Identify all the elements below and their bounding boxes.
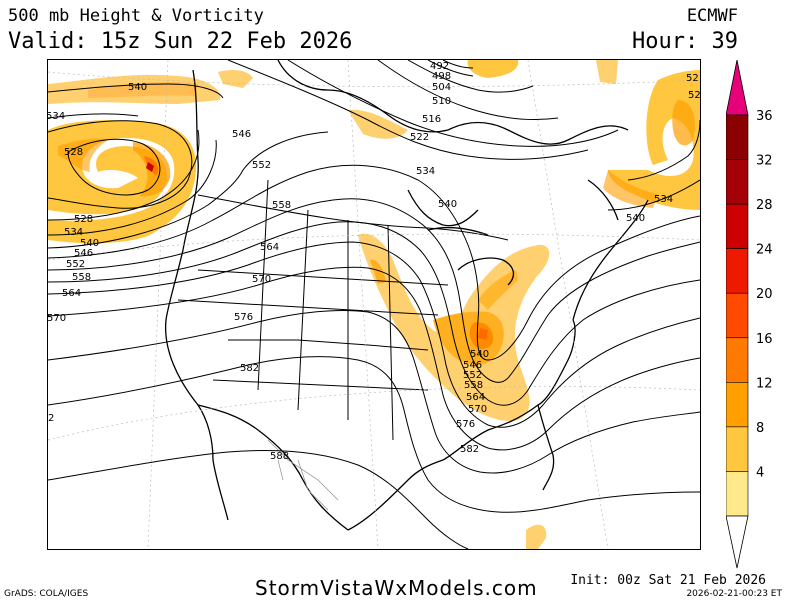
colorbar-band [726, 382, 749, 428]
colorbar-label: 12 [756, 376, 773, 391]
contour-label: 516 [422, 114, 441, 125]
contour-label: 570 [48, 313, 66, 324]
mexico-borders [267, 439, 339, 511]
contour-label: 564 [62, 288, 81, 299]
colorbar-band [726, 159, 749, 205]
contour-label: 540 [626, 213, 645, 224]
colorbar-top-arrow [726, 60, 749, 116]
contour-label: 540 [80, 238, 99, 249]
vorticity-shading [48, 60, 700, 549]
contour-label: 522 [410, 132, 429, 143]
site-credit: StormVistaWxModels.com [255, 576, 538, 600]
colorbar-label: 8 [756, 421, 764, 436]
colorbar-band [726, 426, 749, 472]
contour-label: 540 [470, 349, 489, 360]
political-borders [177, 179, 509, 441]
colorbar-label: 28 [756, 198, 773, 213]
coastlines [164, 60, 649, 531]
colorbar-band [726, 337, 749, 383]
contour-label: 528 [64, 147, 83, 158]
contour-label: 582 [460, 444, 479, 455]
contour-label: 546 [74, 248, 93, 259]
contour-label: 552 [463, 370, 482, 381]
colorbar-label: 20 [756, 287, 773, 302]
contour-label: 2 [48, 413, 54, 424]
contour-label: 576 [456, 419, 475, 430]
colorbar-label: 32 [756, 154, 773, 169]
contour-labels: 540 534 528 528 534 540 546 552 558 564 … [48, 61, 700, 462]
colorbar-label: 24 [756, 243, 773, 258]
colorbar-band [726, 114, 749, 160]
valid-time: Valid: 15z Sun 22 Feb 2026 [8, 29, 353, 54]
colorbar-label: 4 [756, 465, 764, 480]
contour-label: 546 [232, 129, 251, 140]
forecast-hour: Hour: 39 [632, 29, 738, 54]
contour-label: 52 [686, 73, 699, 84]
colorbar-band [726, 471, 749, 517]
contour-label: 576 [234, 312, 253, 323]
colorbar-label: 16 [756, 332, 773, 347]
contour-label: 528 [74, 214, 93, 225]
map-title: 500 mb Height & Vorticity [8, 6, 264, 26]
contour-label: 558 [72, 272, 91, 283]
contour-label: 498 [432, 71, 451, 82]
contour-label: 570 [252, 274, 271, 285]
generated-timestamp: 2026-02-21-00:23 ET [686, 589, 782, 599]
graticule [48, 60, 700, 549]
contour-label: 534 [48, 111, 65, 122]
contour-label: 492 [430, 61, 449, 72]
contour-label: 504 [432, 82, 451, 93]
contour-label: 564 [466, 392, 485, 403]
contour-label: 570 [468, 404, 487, 415]
grads-credit: GrADS: COLA/IGES [4, 589, 89, 599]
contour-label: 540 [128, 82, 147, 93]
height-contours [48, 60, 700, 549]
contour-label: 52 [688, 90, 700, 101]
contour-label: 552 [66, 259, 85, 270]
contour-label: 546 [463, 360, 482, 371]
contour-label: 534 [416, 166, 435, 177]
weather-map: 540 534 528 528 534 540 546 552 558 564 … [47, 59, 701, 550]
contour-label: 588 [270, 451, 289, 462]
init-time: Init: 00z Sat 21 Feb 2026 [570, 573, 766, 588]
model-name: ECMWF [686, 6, 738, 26]
contour-label: 552 [252, 160, 271, 171]
colorbar-bottom-arrow [726, 515, 749, 569]
contour-label: 534 [64, 227, 83, 238]
contour-label: 564 [260, 242, 279, 253]
contour-label: 582 [240, 363, 259, 374]
colorbar-band [726, 203, 749, 249]
contour-label: 540 [438, 199, 457, 210]
colorbar-label: 36 [756, 109, 773, 124]
colorbar-band [726, 292, 749, 339]
contour-label: 534 [654, 194, 673, 205]
contour-label: 558 [464, 380, 483, 391]
contour-label: 558 [272, 200, 291, 211]
vorticity-colorbar: 36 32 28 24 20 16 12 8 4 [726, 60, 773, 569]
colorbar-band [726, 248, 749, 294]
contour-label: 510 [432, 96, 451, 107]
